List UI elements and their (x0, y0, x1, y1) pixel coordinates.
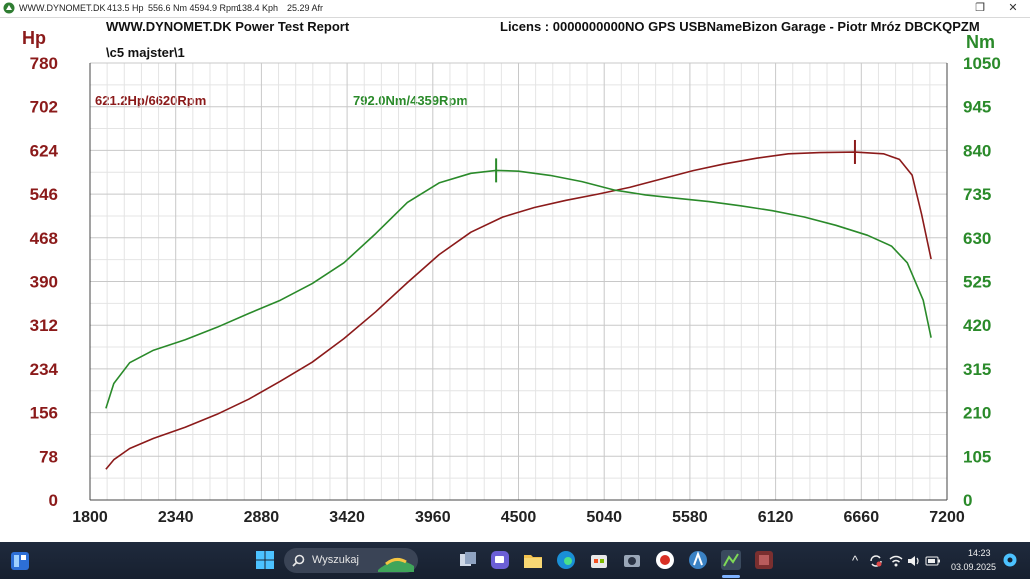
right-y-tick-label: 840 (963, 141, 991, 160)
left-y-tick-label: 0 (49, 491, 58, 510)
right-y-tick-label: 735 (963, 185, 991, 204)
file-explorer-icon[interactable] (522, 549, 544, 571)
right-y-tick-label: 0 (963, 491, 972, 510)
x-tick-label: 2340 (158, 509, 194, 526)
left-y-tick-label: 624 (30, 141, 59, 160)
right-y-tick-label: 1050 (963, 54, 1001, 73)
right-y-tick-label: 945 (963, 98, 991, 117)
teams-chat-icon[interactable] (489, 549, 511, 571)
search-highlight-icon (378, 557, 414, 572)
edge-browser-icon[interactable] (555, 549, 577, 571)
search-label: Wyszukaj (312, 554, 359, 566)
widgets-icon[interactable] (10, 551, 30, 571)
volume-icon[interactable] (907, 554, 921, 568)
taskbar-search[interactable]: Wyszukaj (284, 548, 418, 573)
dynomet-app-icon (3, 2, 15, 14)
sync-icon[interactable] (869, 554, 883, 568)
left-y-tick-label: 702 (30, 98, 58, 117)
x-tick-label: 3960 (415, 509, 451, 526)
clock-time[interactable]: 14:23 (968, 548, 991, 558)
close-window-icon[interactable]: ✕ (1008, 2, 1018, 14)
live-afr-readout: 25.29 Afr (287, 3, 324, 13)
right-y-tick-label: 525 (963, 273, 991, 292)
left-y-tick-label: 312 (30, 316, 58, 335)
wifi-icon[interactable] (889, 554, 903, 568)
left-y-tick-label: 468 (30, 229, 58, 248)
license-info: Licens : 0000000000NO GPS USBNameBizon G… (500, 19, 980, 34)
window-title: WWW.DYNOMET.DK (19, 3, 106, 13)
left-axis-unit: Hp (22, 28, 46, 48)
hp-peak-label: 621.2Hp/6620Rpm (95, 93, 207, 108)
camera-icon[interactable] (621, 549, 643, 571)
x-tick-label: 5580 (672, 509, 708, 526)
start-icon[interactable] (254, 549, 276, 571)
live-nm-rpm-readout: 556.6 Nm 4594.9 Rpm (148, 3, 239, 13)
x-tick-label: 6660 (844, 509, 880, 526)
left-y-tick-label: 546 (30, 185, 58, 204)
right-y-tick-label: 315 (963, 360, 991, 379)
x-tick-label: 4500 (501, 509, 537, 526)
store-icon[interactable] (588, 549, 610, 571)
left-y-tick-label: 390 (30, 273, 58, 292)
active-app-indicator (722, 575, 740, 578)
right-y-tick-label: 105 (963, 447, 991, 466)
left-y-tick-label: 780 (30, 54, 58, 73)
left-y-tick-label: 156 (30, 404, 58, 423)
series-line-nm (105, 169, 932, 409)
right-y-tick-label: 210 (963, 404, 991, 423)
x-tick-label: 5040 (586, 509, 622, 526)
app-b-icon[interactable] (753, 549, 775, 571)
left-y-tick-label: 234 (30, 360, 59, 379)
clock-date[interactable]: 03.09.2025 (951, 562, 997, 572)
x-tick-label: 2880 (244, 509, 280, 526)
right-axis-unit: Nm (966, 32, 996, 52)
right-y-tick-label: 630 (963, 229, 991, 248)
notification-icon[interactable] (1003, 553, 1017, 567)
x-tick-label: 3420 (329, 509, 365, 526)
left-y-tick-label: 78 (39, 447, 58, 466)
search-icon (292, 554, 305, 567)
live-kph-readout: 138.4 Kph (237, 3, 279, 13)
battery-icon[interactable] (925, 555, 941, 567)
run-path: \c5 majster\1 (106, 45, 185, 60)
report-title: WWW.DYNOMET.DK Power Test Report (106, 19, 350, 34)
x-tick-label: 1800 (72, 509, 108, 526)
x-tick-label: 7200 (929, 509, 965, 526)
dyno-chart: 1800 2340 2880 3420 3960 4500 5040 5580 6120 6660… (30, 54, 1001, 526)
restore-window-icon[interactable]: ❐ (975, 2, 985, 14)
live-hp-readout: 413.5 Hp (107, 3, 144, 13)
dyno-app-taskbar-icon[interactable] (720, 549, 742, 571)
task-view-icon[interactable] (457, 549, 479, 571)
x-tick-label: 6120 (758, 509, 794, 526)
app-a-icon[interactable] (687, 549, 709, 571)
window-titlebar: WWW.DYNOMET.DK 413.5 Hp 556.6 Nm 4594.9 … (0, 0, 1030, 18)
tray-overflow-icon[interactable]: ^ (852, 553, 859, 568)
record-icon[interactable] (654, 549, 676, 571)
windows-taskbar: Wyszukaj ^ (0, 542, 1030, 579)
right-y-tick-label: 420 (963, 316, 991, 335)
